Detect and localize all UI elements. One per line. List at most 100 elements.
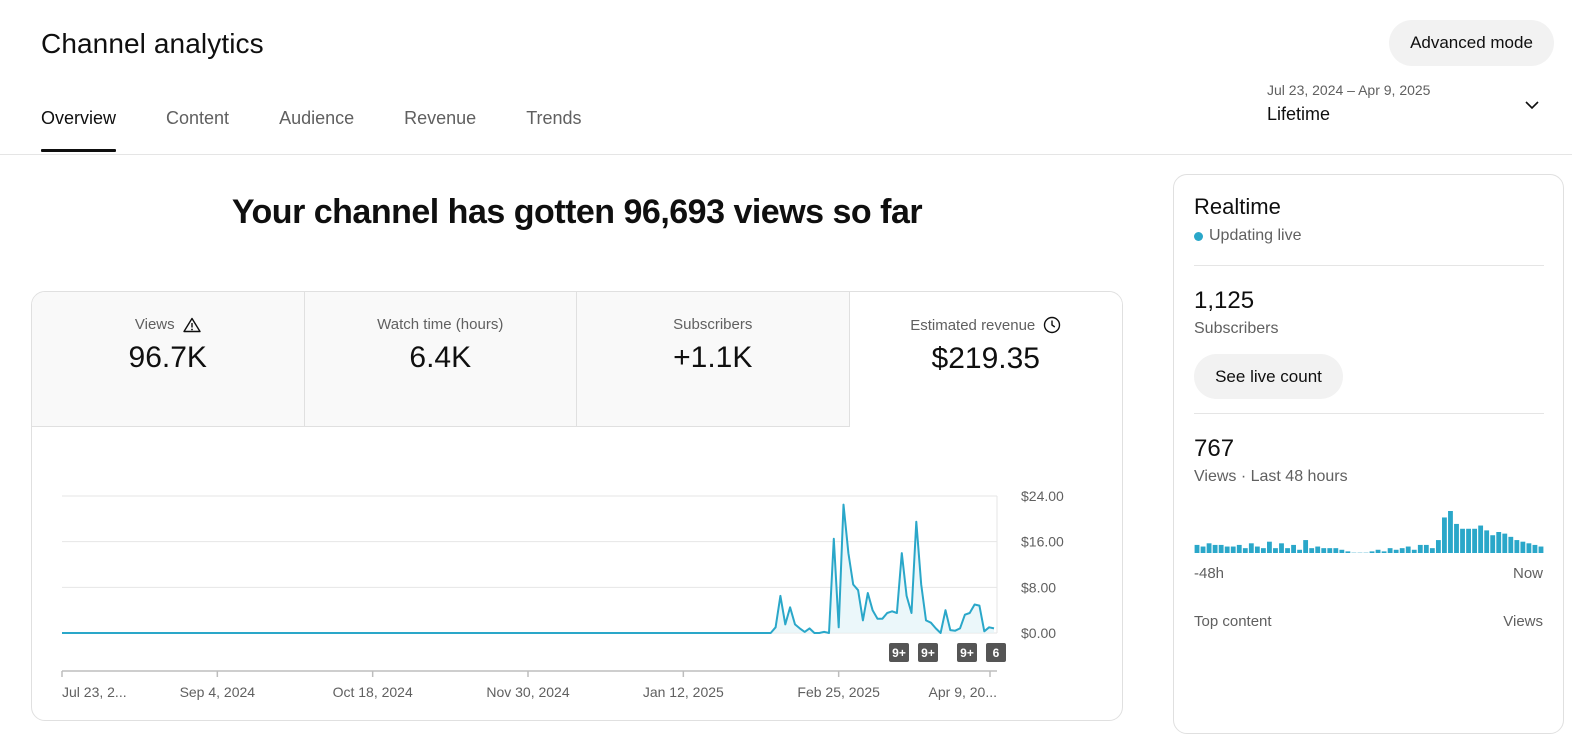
realtime-bar[interactable] — [1472, 528, 1478, 553]
realtime-bar[interactable] — [1496, 532, 1502, 553]
realtime-bar[interactable] — [1484, 530, 1490, 553]
realtime-bar[interactable] — [1224, 546, 1230, 553]
x-tick-label: Jan 12, 2025 — [643, 684, 724, 700]
metric-watch-time[interactable]: Watch time (hours) 6.4K — [304, 292, 577, 427]
realtime-bar[interactable] — [1454, 523, 1459, 553]
see-live-count-button[interactable]: See live count — [1194, 354, 1343, 399]
badge-label: 6 — [993, 646, 1000, 660]
realtime-bar[interactable] — [1309, 548, 1315, 553]
realtime-bar[interactable] — [1345, 551, 1351, 553]
badge-label: 9+ — [892, 646, 906, 660]
tab-audience[interactable]: Audience — [279, 108, 355, 128]
y-tick-label: $0.00 — [1021, 625, 1056, 641]
realtime-bar[interactable] — [1490, 535, 1496, 553]
realtime-bar[interactable] — [1448, 511, 1453, 553]
realtime-bar[interactable] — [1375, 549, 1381, 553]
realtime-bar[interactable] — [1260, 548, 1266, 553]
realtime-bar[interactable] — [1194, 544, 1200, 553]
tab-content[interactable]: Content — [166, 108, 230, 128]
realtime-bar[interactable] — [1381, 551, 1387, 553]
realtime-bar[interactable] — [1212, 544, 1218, 553]
realtime-bar[interactable] — [1466, 528, 1471, 553]
chevron-down-icon — [1525, 101, 1539, 110]
top-content-label: Top content — [1194, 613, 1272, 630]
realtime-bar[interactable] — [1442, 517, 1447, 553]
date-range-selector[interactable]: Jul 23, 2024 – Apr 9, 2025 Lifetime — [1267, 82, 1547, 132]
realtime-bar[interactable] — [1417, 544, 1423, 553]
metric-label: Views — [134, 316, 175, 333]
realtime-bar[interactable] — [1478, 525, 1484, 553]
realtime-bar[interactable] — [1435, 540, 1441, 553]
badge-label: 9+ — [921, 646, 935, 660]
realtime-bar[interactable] — [1532, 544, 1538, 553]
realtime-bar[interactable] — [1315, 546, 1321, 553]
realtime-bar[interactable] — [1423, 544, 1429, 553]
realtime-bar[interactable] — [1508, 536, 1514, 553]
annotation-badge[interactable]: 9+ — [918, 643, 938, 662]
realtime-bar[interactable] — [1230, 546, 1236, 553]
advanced-mode-button[interactable]: Advanced mode — [1389, 20, 1554, 66]
badge-box — [889, 643, 909, 662]
annotation-badge[interactable]: 9+ — [957, 643, 977, 662]
realtime-bar[interactable] — [1200, 546, 1206, 553]
realtime-bar[interactable] — [1369, 551, 1375, 553]
tab-revenue[interactable]: Revenue — [404, 108, 477, 128]
tab-overview[interactable]: Overview — [41, 108, 117, 152]
y-tick-label: $8.00 — [1021, 579, 1056, 595]
realtime-bar[interactable] — [1248, 543, 1254, 553]
realtime-bar[interactable] — [1236, 544, 1242, 553]
realtime-subscribers-label: Subscribers — [1194, 320, 1279, 337]
x-tick-label: Oct 18, 2024 — [333, 684, 413, 700]
metric-views[interactable]: Views 96.7K — [32, 292, 305, 427]
realtime-bar[interactable] — [1538, 546, 1544, 553]
realtime-bar[interactable] — [1520, 541, 1526, 553]
realtime-bar[interactable] — [1267, 541, 1272, 553]
chart-area — [62, 504, 994, 633]
realtime-views-label: Views · Last 48 hours — [1194, 468, 1348, 485]
realtime-bar[interactable] — [1393, 549, 1399, 553]
realtime-bar[interactable] — [1411, 549, 1417, 553]
realtime-bar[interactable] — [1514, 540, 1520, 553]
realtime-bar[interactable] — [1357, 552, 1363, 553]
metric-tabs: Views 96.7K Watch time (hours) 6.4K Subs… — [32, 292, 1122, 427]
metric-subscribers[interactable]: Subscribers +1.1K — [577, 292, 850, 427]
live-dot-icon — [1194, 231, 1203, 241]
realtime-bar[interactable] — [1429, 548, 1435, 553]
realtime-bar[interactable] — [1321, 548, 1327, 553]
realtime-bar[interactable] — [1460, 528, 1465, 553]
x-tick-label: Apr 9, 20... — [929, 684, 997, 700]
realtime-status: Updating live — [1194, 227, 1302, 245]
metric-estimated-revenue[interactable]: Estimated revenue $219.35 — [849, 292, 1122, 427]
realtime-bar[interactable] — [1405, 546, 1411, 553]
realtime-bar[interactable] — [1303, 540, 1309, 553]
realtime-bar[interactable] — [1273, 548, 1278, 553]
annotation-badge[interactable]: 9+ — [889, 643, 909, 662]
realtime-bar[interactable] — [1242, 548, 1248, 553]
realtime-bar[interactable] — [1279, 543, 1284, 553]
realtime-start-label: -48h — [1194, 565, 1225, 582]
chart-line — [62, 503, 995, 634]
metric-label: Subscribers — [673, 316, 753, 333]
realtime-bar[interactable] — [1339, 549, 1345, 553]
realtime-bar[interactable] — [1399, 548, 1405, 553]
realtime-bar[interactable] — [1254, 546, 1260, 553]
realtime-bar[interactable] — [1218, 544, 1224, 553]
x-tick-label: Sep 4, 2024 — [180, 684, 256, 700]
realtime-title: Realtime — [1194, 194, 1281, 219]
realtime-bar[interactable] — [1363, 552, 1369, 553]
realtime-bar[interactable] — [1351, 552, 1357, 553]
realtime-bar[interactable] — [1333, 548, 1339, 553]
realtime-bar[interactable] — [1502, 533, 1508, 553]
tab-trends[interactable]: Trends — [526, 108, 582, 128]
realtime-bar[interactable] — [1291, 544, 1296, 553]
realtime-bar[interactable] — [1327, 548, 1333, 553]
annotation-badge[interactable]: 6 — [986, 643, 1006, 662]
realtime-bar[interactable] — [1387, 548, 1393, 553]
realtime-bar[interactable] — [1206, 543, 1212, 553]
badge-box — [918, 643, 938, 662]
realtime-bar[interactable] — [1297, 549, 1303, 553]
page-title: Channel analytics — [41, 28, 264, 59]
views-headline: Your channel has gotten 96,693 views so … — [231, 193, 923, 231]
realtime-bar[interactable] — [1285, 548, 1290, 553]
realtime-bar[interactable] — [1526, 543, 1532, 553]
